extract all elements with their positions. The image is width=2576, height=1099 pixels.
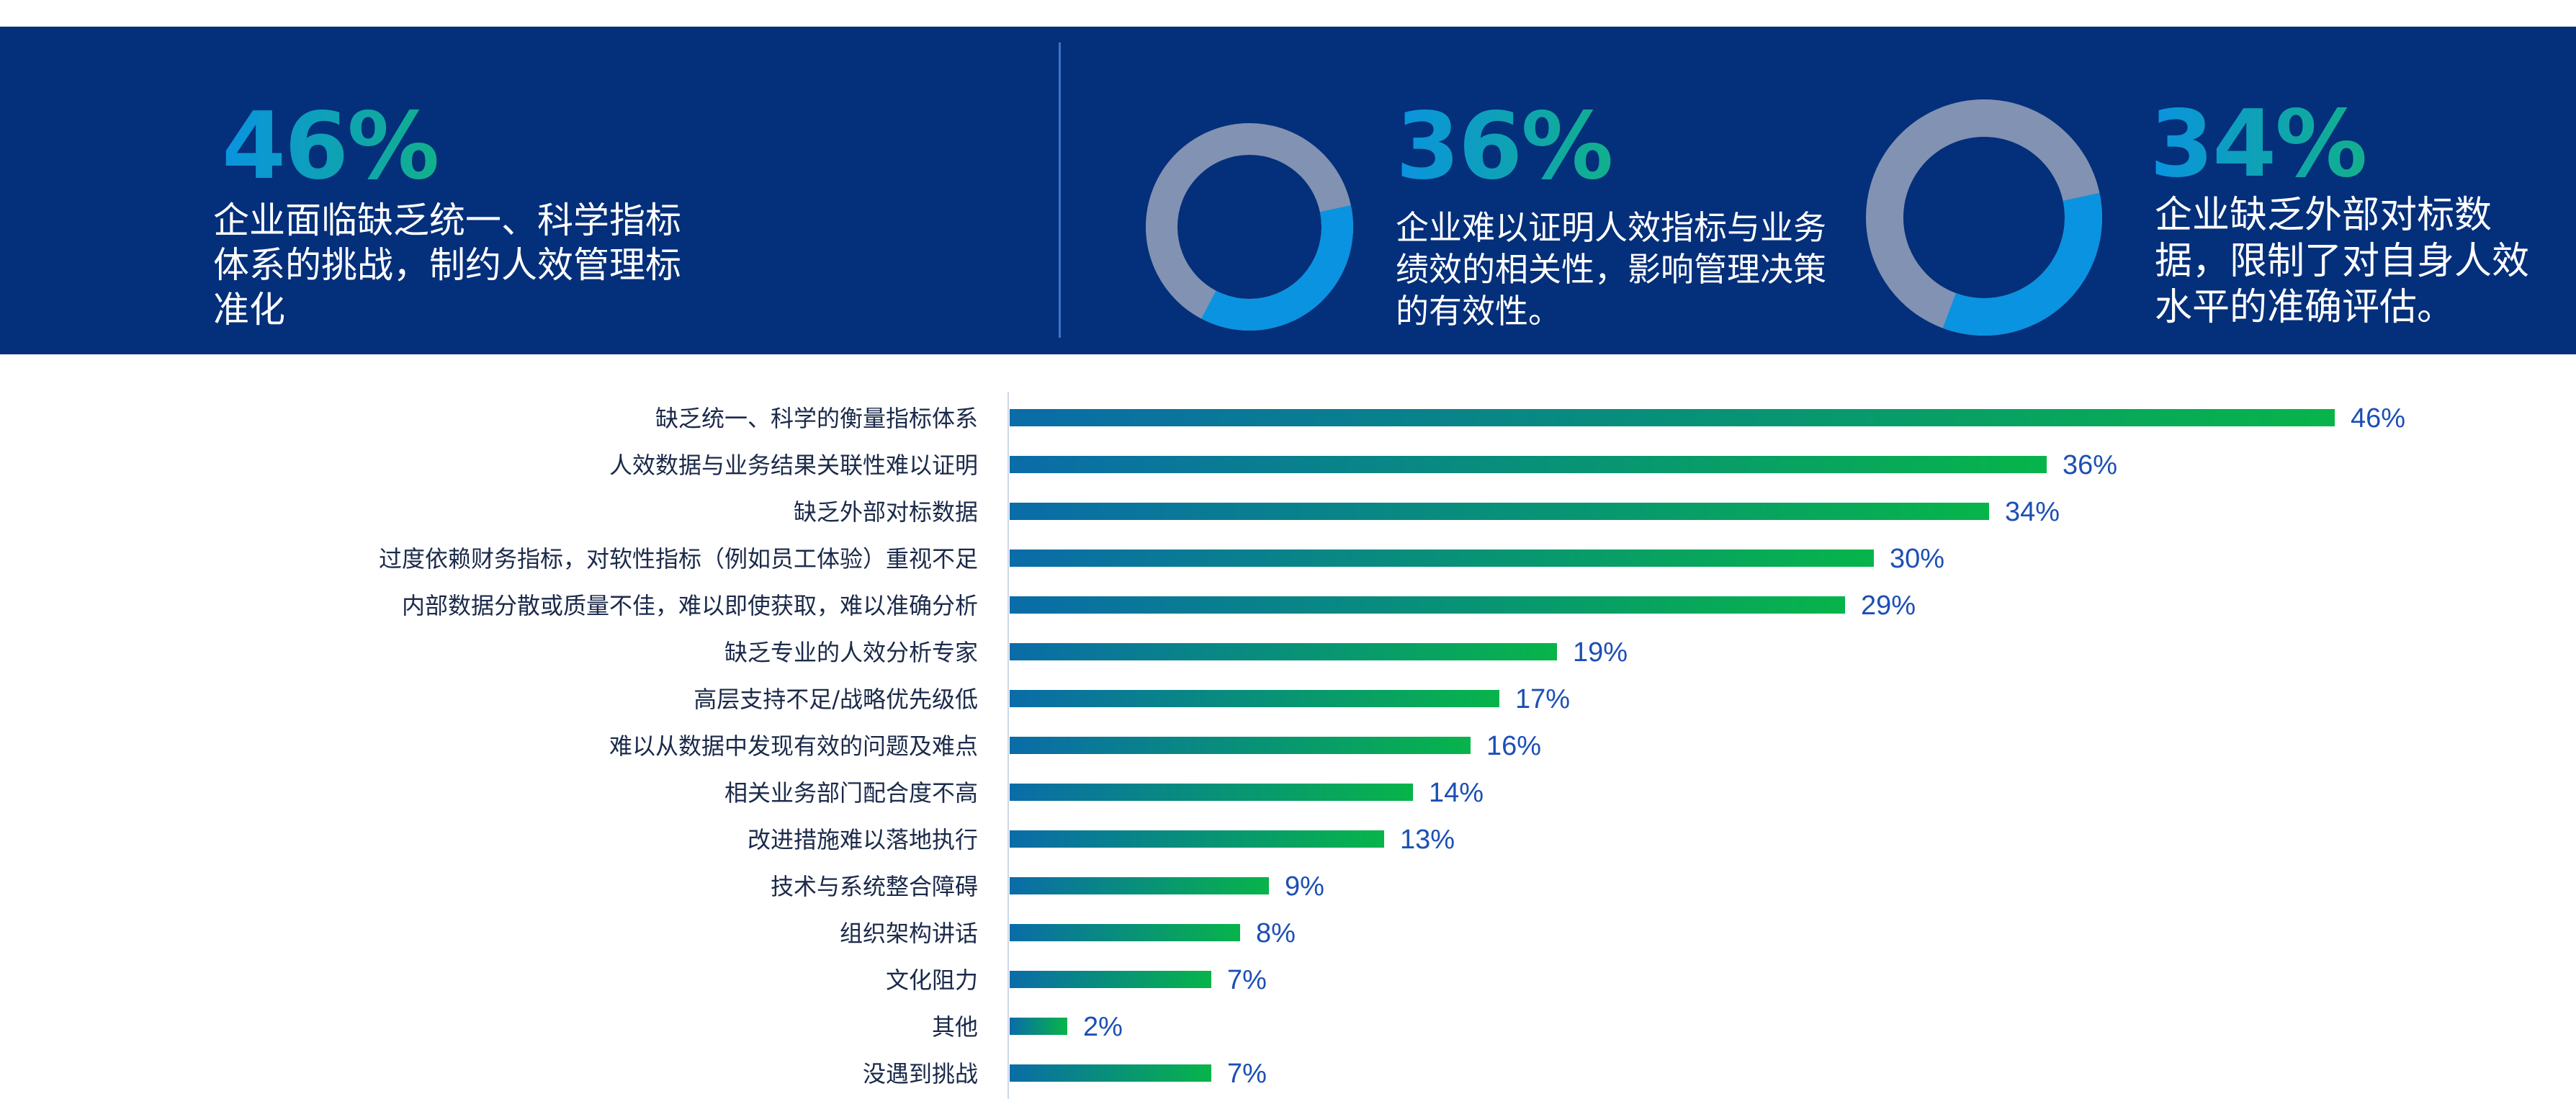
bar: [1010, 409, 2335, 426]
stat-value-2: 36%: [1396, 93, 1613, 200]
bar: [1010, 690, 1499, 707]
category-label: 人效数据与业务结果关联性难以证明: [609, 452, 978, 479]
value-label: 13%: [1400, 825, 1455, 855]
value-label: 7%: [1227, 1059, 1267, 1089]
bar: [1010, 503, 1989, 520]
category-label: 缺乏专业的人效分析专家: [724, 639, 978, 666]
value-label: 29%: [1861, 591, 1916, 621]
bar: [1010, 737, 1471, 754]
category-label: 过度依赖财务指标，对软性指标（例如员工体验）重视不足: [379, 545, 978, 573]
value-label: 36%: [2063, 450, 2117, 480]
value-label: 9%: [1285, 871, 1324, 902]
bar: [1010, 1064, 1211, 1082]
bar-chart: 缺乏统一、科学的衡量指标体系 46% 人效数据与业务结果关联性难以证明 36% 缺乏外部…: [379, 392, 2405, 1099]
category-label: 缺乏统一、科学的衡量指标体系: [655, 405, 978, 432]
bar: [1010, 456, 2047, 473]
category-label: 高层支持不足/战略优先级低: [694, 686, 978, 713]
value-label: 14%: [1429, 778, 1484, 808]
value-label: 2%: [1083, 1012, 1123, 1042]
category-label: 技术与系统整合障碍: [771, 873, 978, 900]
value-label: 34%: [2005, 497, 2060, 527]
category-label: 没遇到挑战: [863, 1060, 978, 1087]
stat-value-3: 34%: [2150, 91, 2367, 198]
value-label: 7%: [1227, 965, 1267, 995]
bar: [1010, 550, 1874, 567]
bar: [1010, 1018, 1067, 1035]
value-label: 8%: [1256, 918, 1296, 948]
category-label: 相关业务部门配合度不高: [724, 779, 978, 807]
value-label: 19%: [1573, 637, 1628, 668]
category-label: 改进措施难以落地执行: [748, 826, 978, 853]
category-label: 文化阻力: [886, 966, 978, 994]
donut-fill-2: [1866, 99, 2102, 336]
category-label: 难以从数据中发现有效的问题及难点: [609, 732, 978, 760]
bar: [1010, 830, 1384, 848]
stat-text-1: 企业面临缺乏统一、科学指标体系的挑战，制约人效管理标准化: [213, 199, 681, 331]
value-label: 17%: [1515, 684, 1570, 714]
bar: [1010, 971, 1211, 988]
donut-chart-1: [1146, 123, 1353, 331]
stat-value-1: 46%: [222, 93, 439, 200]
category-label: 内部数据分散或质量不佳，难以即使获取，难以准确分析: [402, 592, 978, 619]
donut-chart-2: [1866, 99, 2102, 336]
category-label: 其他: [932, 1013, 978, 1041]
bars-layer: 缺乏统一、科学的衡量指标体系 46% 人效数据与业务结果关联性难以证明 36% 缺乏外部…: [379, 403, 2405, 1089]
category-label: 组织架构讲话: [840, 920, 978, 947]
banner-divider: [1059, 42, 1061, 338]
value-label: 16%: [1486, 731, 1541, 761]
value-label: 30%: [1890, 544, 1944, 574]
bar: [1010, 877, 1269, 894]
bar: [1010, 784, 1413, 801]
summary-banner: 46% 企业面临缺乏统一、科学指标体系的挑战，制约人效管理标准化 36% 企业难…: [0, 27, 2576, 354]
stat-text-3: 企业缺乏外部对标数据，限制了对自身人效水平的准确评估。: [2155, 194, 2530, 329]
value-label: 46%: [2351, 403, 2405, 434]
bar: [1010, 643, 1557, 660]
stat-text-2: 企业难以证明人效指标与业务绩效的相关性，影响管理决策的有效性。: [1396, 208, 1826, 331]
category-label: 缺乏外部对标数据: [794, 498, 978, 526]
bar: [1010, 924, 1240, 941]
bar: [1010, 596, 1845, 614]
